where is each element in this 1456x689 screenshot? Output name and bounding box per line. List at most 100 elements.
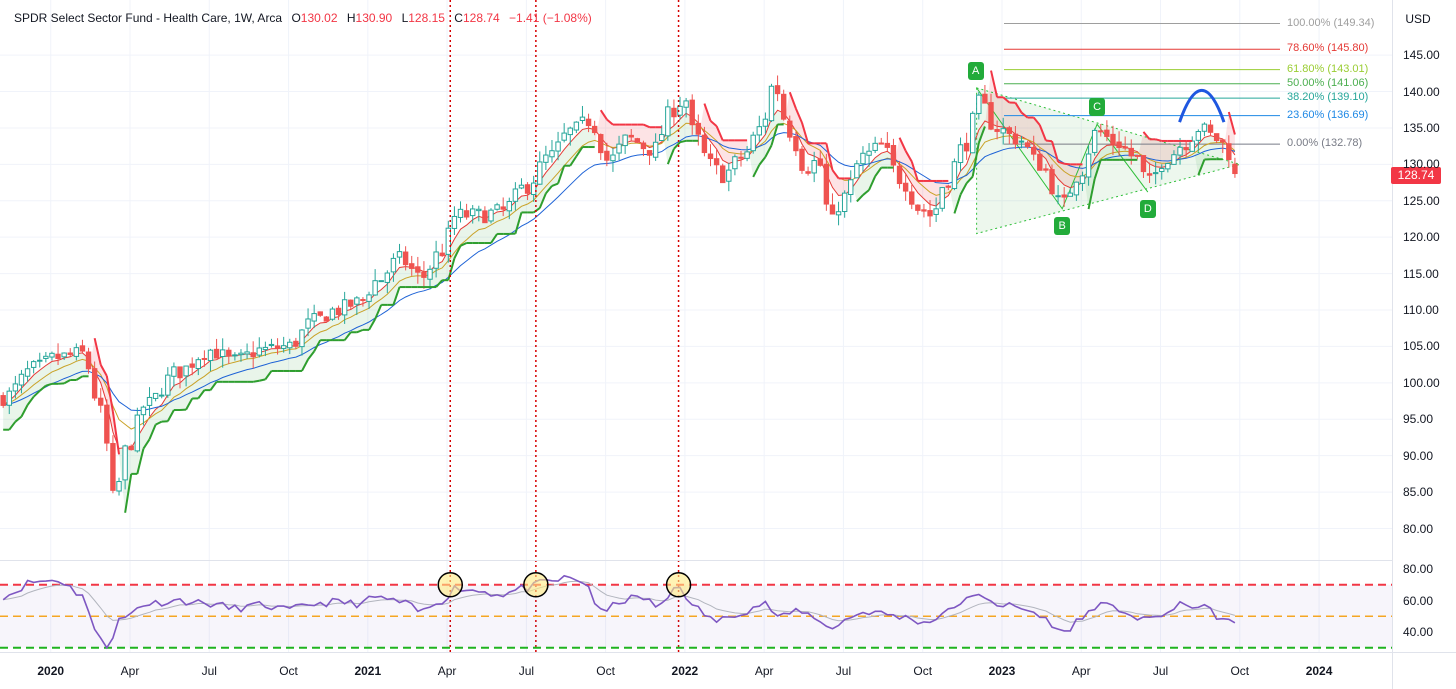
supertrend-segment <box>770 124 779 146</box>
supertrend-fill-segment <box>277 347 284 371</box>
supertrend-fill-segment <box>3 400 10 430</box>
supertrend-fill-segment <box>240 353 248 382</box>
supertrend-fill-segment <box>51 360 59 384</box>
supertrend-fill-segment <box>875 153 882 177</box>
supertrend-segment <box>1038 124 1047 141</box>
supertrend-fill-segment <box>558 149 565 184</box>
supertrend-segment <box>1064 162 1071 166</box>
candle-body <box>622 134 628 147</box>
candle-body <box>488 209 494 222</box>
candle-body <box>457 208 464 218</box>
supertrend-fill-segment <box>1027 117 1034 145</box>
supertrend-fill-segment <box>521 195 528 213</box>
candle-body <box>201 357 208 360</box>
supertrend-fill-segment <box>381 284 388 305</box>
candle-body <box>762 118 769 127</box>
fib-label: 0.00% (132.78) <box>1287 137 1363 150</box>
candle-body <box>811 160 817 174</box>
supertrend-fill-segment <box>582 128 589 148</box>
candle-body <box>1134 154 1141 157</box>
candle-body <box>512 188 519 202</box>
candle-body <box>402 251 409 266</box>
candle-body <box>652 141 659 158</box>
supertrend-segment <box>862 189 870 196</box>
time-tick: 2021 <box>354 664 382 678</box>
candle-body <box>689 99 695 126</box>
supertrend-segment <box>764 144 773 158</box>
candle-body <box>476 208 482 212</box>
supertrend-fill-segment <box>64 356 71 384</box>
candle-body <box>1159 167 1165 172</box>
candle-body <box>305 318 311 329</box>
candle-body <box>323 316 330 322</box>
candle-body <box>396 251 403 258</box>
candle-body <box>421 271 427 278</box>
supertrend-segment <box>557 165 566 184</box>
candle-body <box>24 368 31 377</box>
candle-body <box>1116 141 1122 149</box>
candle-body <box>829 204 836 215</box>
candle-body <box>110 443 116 491</box>
supertrend-segment <box>569 155 578 167</box>
price-tick: 135.00 <box>1403 120 1440 135</box>
candle-body <box>1055 195 1061 198</box>
candle-body <box>366 294 372 302</box>
supertrend-segment <box>14 415 23 423</box>
time-tick: Oct <box>913 664 933 678</box>
supertrend-segment <box>1032 116 1041 126</box>
supertrend-fill-segment <box>850 178 857 202</box>
price-tick: 105.00 <box>1403 339 1440 354</box>
supertrend-fill-segment <box>234 354 241 382</box>
high-value: 130.90 <box>355 11 393 25</box>
candle-body <box>1226 143 1232 161</box>
supertrend-segment <box>715 125 724 141</box>
rounding-top-arc-path <box>1178 89 1226 123</box>
supertrend-segment <box>1142 131 1151 140</box>
candle-body <box>213 348 220 359</box>
candle-body <box>1049 169 1055 195</box>
candle-body <box>250 352 256 358</box>
currency-button[interactable]: USD <box>1405 12 1431 26</box>
supertrend-fill-segment <box>1064 163 1071 188</box>
candle-body <box>256 347 262 356</box>
supertrend-segment <box>965 175 974 184</box>
candle-body <box>219 349 226 357</box>
supertrend-line <box>3 70 1236 513</box>
candle-body <box>659 134 665 141</box>
supertrend-segment <box>8 421 17 431</box>
supertrend-fill-segment <box>326 317 333 341</box>
rounding-top-arc <box>1178 89 1226 123</box>
supertrend-segment <box>831 169 840 180</box>
candle-body <box>823 163 830 205</box>
candle-body <box>817 158 823 166</box>
candle-body <box>1177 146 1183 156</box>
candle-body <box>1128 147 1134 157</box>
candle-body <box>91 368 98 399</box>
candle-body <box>720 165 726 184</box>
supertrend-segment <box>63 379 71 385</box>
candle-body <box>159 394 165 397</box>
candle-body <box>262 346 269 351</box>
supertrend-segment <box>368 318 377 331</box>
supertrend-segment <box>752 164 761 178</box>
supertrend-fill-segment <box>198 365 205 399</box>
supertrend-segment <box>447 258 456 281</box>
supertrend-segment <box>1087 178 1096 210</box>
supertrend-segment <box>990 70 999 98</box>
candle-body <box>1067 192 1073 197</box>
supertrend-segment <box>1197 159 1206 176</box>
supertrend-segment <box>142 438 151 450</box>
candle-body <box>1122 146 1128 149</box>
supertrend-segment <box>1051 140 1060 163</box>
candle-body <box>841 192 848 213</box>
supertrend-segment <box>1002 96 1010 104</box>
supertrend-segment <box>124 473 133 513</box>
fib-label: 23.60% (136.69) <box>1287 108 1369 121</box>
supertrend-fill-segment <box>1003 97 1010 130</box>
candle-body <box>390 257 397 273</box>
candle-body <box>683 100 689 108</box>
supertrend-segment <box>1057 160 1065 165</box>
supertrend-segment <box>166 409 175 422</box>
supertrend-segment <box>1014 102 1023 114</box>
